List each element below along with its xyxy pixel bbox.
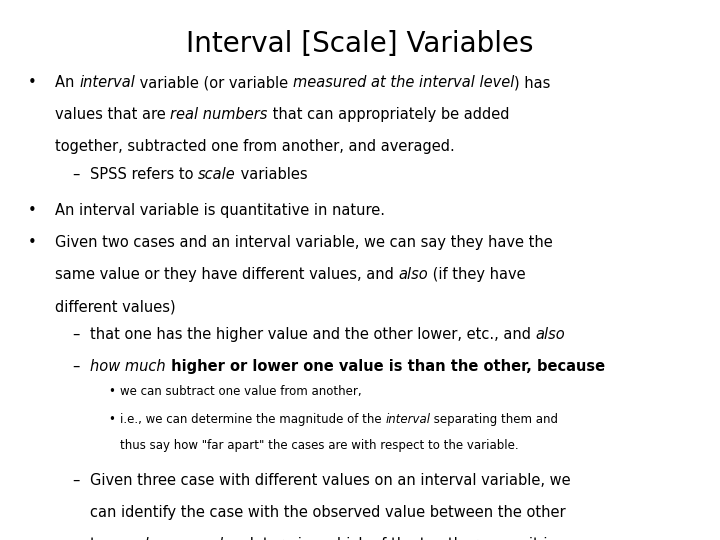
- Text: An interval variable is quantitative in nature.: An interval variable is quantitative in …: [55, 203, 385, 218]
- Text: •: •: [28, 75, 37, 90]
- Text: we can: we can: [149, 537, 210, 540]
- Text: also: also: [398, 267, 428, 282]
- Text: values that are: values that are: [55, 107, 171, 122]
- Text: interval: interval: [79, 75, 135, 90]
- Text: different values): different values): [55, 299, 176, 314]
- Text: variable (or variable: variable (or variable: [135, 75, 292, 90]
- Text: separating them and: separating them and: [431, 413, 559, 426]
- Text: also: also: [536, 327, 565, 342]
- Text: An: An: [55, 75, 79, 90]
- Text: •: •: [28, 235, 37, 250]
- Text: Interval [Scale] Variables: Interval [Scale] Variables: [186, 30, 534, 58]
- Text: two: two: [90, 537, 121, 540]
- Text: •: •: [28, 203, 37, 218]
- Text: same value or they have different values, and: same value or they have different values…: [55, 267, 398, 282]
- Text: interval: interval: [385, 413, 431, 426]
- Text: ) has: ) has: [514, 75, 550, 90]
- Text: that one has the higher value and the other lower, etc., and: that one has the higher value and the ot…: [90, 327, 536, 342]
- Text: measured at the interval level: measured at the interval level: [292, 75, 514, 90]
- Text: how much: how much: [90, 359, 166, 374]
- Text: higher or lower one value is than the other, because: higher or lower one value is than the ot…: [166, 359, 605, 374]
- Text: that can appropriately be added: that can appropriately be added: [268, 107, 509, 122]
- Text: determine which of the to other cases it is: determine which of the to other cases it…: [240, 537, 555, 540]
- Text: i.e., we can determine the magnitude of the: i.e., we can determine the magnitude of …: [120, 413, 385, 426]
- Text: variables: variables: [236, 167, 307, 182]
- Text: Given three case with different values on an interval variable, we: Given three case with different values o…: [90, 473, 571, 488]
- Text: thus say how "far apart" the cases are with respect to the variable.: thus say how "far apart" the cases are w…: [120, 439, 518, 452]
- Text: together, subtracted one from another, and averaged.: together, subtracted one from another, a…: [55, 139, 455, 154]
- Text: –: –: [72, 167, 79, 182]
- Text: –: –: [72, 359, 79, 374]
- Text: and: and: [121, 537, 149, 540]
- Text: real numbers: real numbers: [171, 107, 268, 122]
- Text: scale: scale: [198, 167, 236, 182]
- Text: •: •: [108, 413, 115, 426]
- Text: also: also: [210, 537, 240, 540]
- Text: we can subtract one value from another,: we can subtract one value from another,: [120, 385, 361, 398]
- Text: SPSS refers to: SPSS refers to: [90, 167, 198, 182]
- Text: –: –: [72, 473, 79, 488]
- Text: (if they have: (if they have: [428, 267, 526, 282]
- Text: can identify the case with the observed value between the other: can identify the case with the observed …: [90, 505, 566, 520]
- Text: –: –: [72, 327, 79, 342]
- Text: Given two cases and an interval variable, we can say they have the: Given two cases and an interval variable…: [55, 235, 553, 250]
- Text: •: •: [108, 385, 115, 398]
